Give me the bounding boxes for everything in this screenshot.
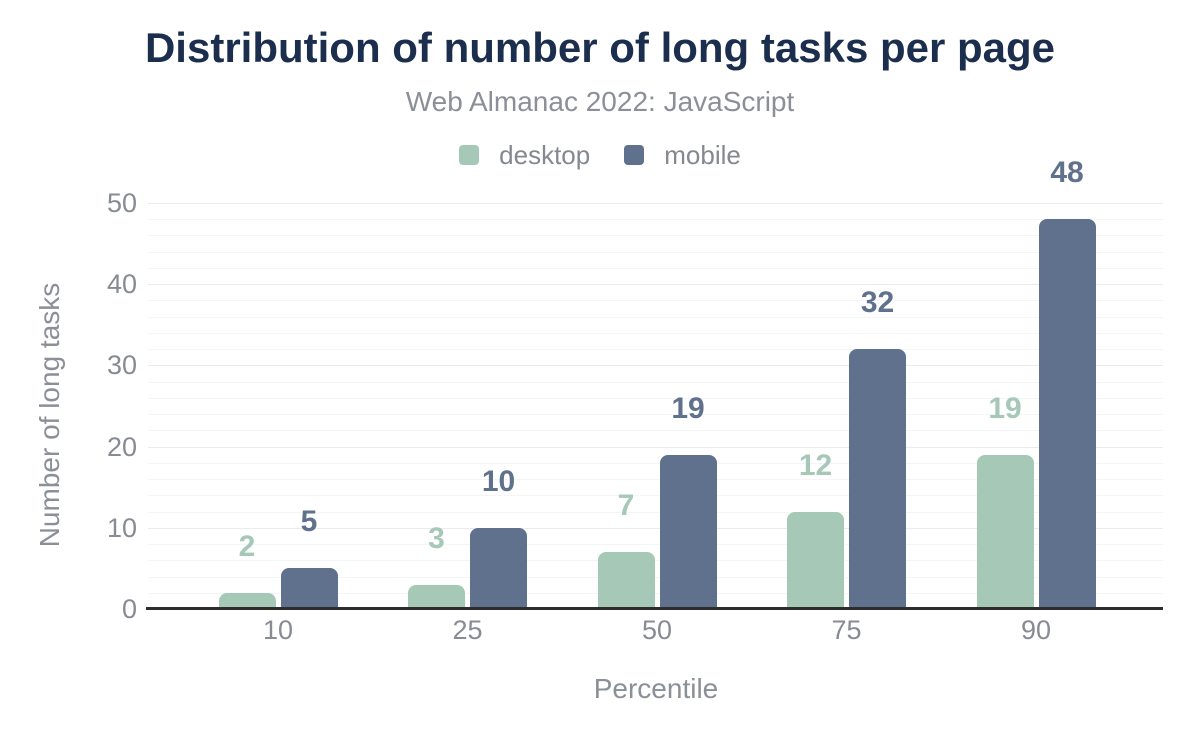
bar-desktop-p90 (976, 454, 1034, 609)
gridline-major (148, 365, 1163, 367)
bar-value-label-mobile-p50: 19 (671, 391, 705, 425)
x-axis-tick-label: 25 (452, 615, 483, 645)
legend-label-desktop: desktop (499, 140, 591, 170)
gridline-minor (148, 300, 1163, 302)
gridline-minor (148, 381, 1163, 383)
bar-mobile-p25 (470, 527, 527, 609)
bar-mobile-p50 (659, 454, 717, 609)
x-axis-line (146, 607, 1163, 610)
gridline-major (148, 527, 1163, 529)
chart-subtitle: Web Almanac 2022: JavaScript (405, 86, 795, 117)
bar-value-label-mobile-p10: 5 (300, 505, 318, 539)
y-axis-title: Number of long tasks (34, 282, 65, 548)
gridline-minor (148, 511, 1163, 513)
bar-desktop-p75 (787, 511, 844, 609)
gridline-minor (148, 479, 1163, 481)
y-axis-tick-label: 30 (106, 350, 137, 381)
x-axis-tick-label: 90 (1020, 615, 1052, 645)
legend-swatch-desktop (459, 145, 480, 165)
bar-value-label-desktop-p90: 19 (988, 391, 1022, 425)
x-axis-tick-label: 75 (831, 615, 862, 645)
y-axis-tick-label: 20 (106, 431, 137, 462)
bar-value-label-desktop-p25: 3 (428, 521, 445, 555)
x-axis-tick-label: 50 (641, 615, 673, 645)
gridline-minor (148, 235, 1163, 237)
bar-mobile-p75 (849, 349, 906, 609)
gridline-minor (148, 267, 1163, 269)
gridline-major (148, 284, 1163, 286)
legend-swatch-mobile (624, 145, 645, 165)
gridline-minor (148, 462, 1163, 464)
chart-title: Distribution of number of long tasks per… (144, 24, 1056, 71)
bar-value-label-desktop-p75: 12 (798, 448, 833, 482)
y-axis-tick-label: 40 (106, 269, 137, 300)
gridline-minor (148, 592, 1163, 594)
gridline-minor (148, 349, 1163, 351)
y-axis-tick-label: 10 (106, 512, 137, 543)
gridline-minor (148, 251, 1163, 253)
gridline-minor (148, 544, 1163, 546)
gridline-minor (148, 316, 1163, 318)
gridline-major (148, 203, 1163, 204)
bar-value-label-desktop-p10: 2 (238, 529, 256, 563)
bar-desktop-p25 (408, 584, 465, 609)
gridline-minor (148, 414, 1163, 416)
bar-value-label-mobile-p75: 32 (860, 286, 895, 320)
gridline-minor (148, 560, 1163, 562)
bar-value-label-mobile-p25: 10 (481, 464, 516, 498)
legend-item-mobile[interactable]: mobile (624, 142, 741, 168)
gridline-minor (148, 397, 1163, 399)
x-axis-title: Percentile (593, 673, 719, 704)
bar-desktop-p10 (218, 592, 276, 609)
legend: desktop mobile (0, 140, 1200, 170)
gridline-minor (148, 430, 1163, 432)
y-axis-tick-label: 0 (121, 594, 137, 624)
legend-label-mobile: mobile (664, 140, 741, 170)
gridline-minor (148, 332, 1163, 334)
gridline-minor (148, 576, 1163, 578)
legend-item-desktop[interactable]: desktop (459, 142, 590, 168)
gridline-major (148, 446, 1163, 448)
gridline-minor (148, 219, 1163, 221)
bar-desktop-p50 (597, 552, 655, 609)
gridline-minor (148, 495, 1163, 497)
x-axis-tick-label: 10 (262, 615, 294, 645)
bar-value-label-desktop-p50: 7 (617, 489, 635, 523)
bar-value-label-mobile-p90: 48 (1050, 156, 1084, 190)
y-axis-tick-label: 50 (106, 188, 137, 218)
bar-mobile-p10 (280, 568, 338, 609)
bar-mobile-p90 (1038, 219, 1096, 609)
